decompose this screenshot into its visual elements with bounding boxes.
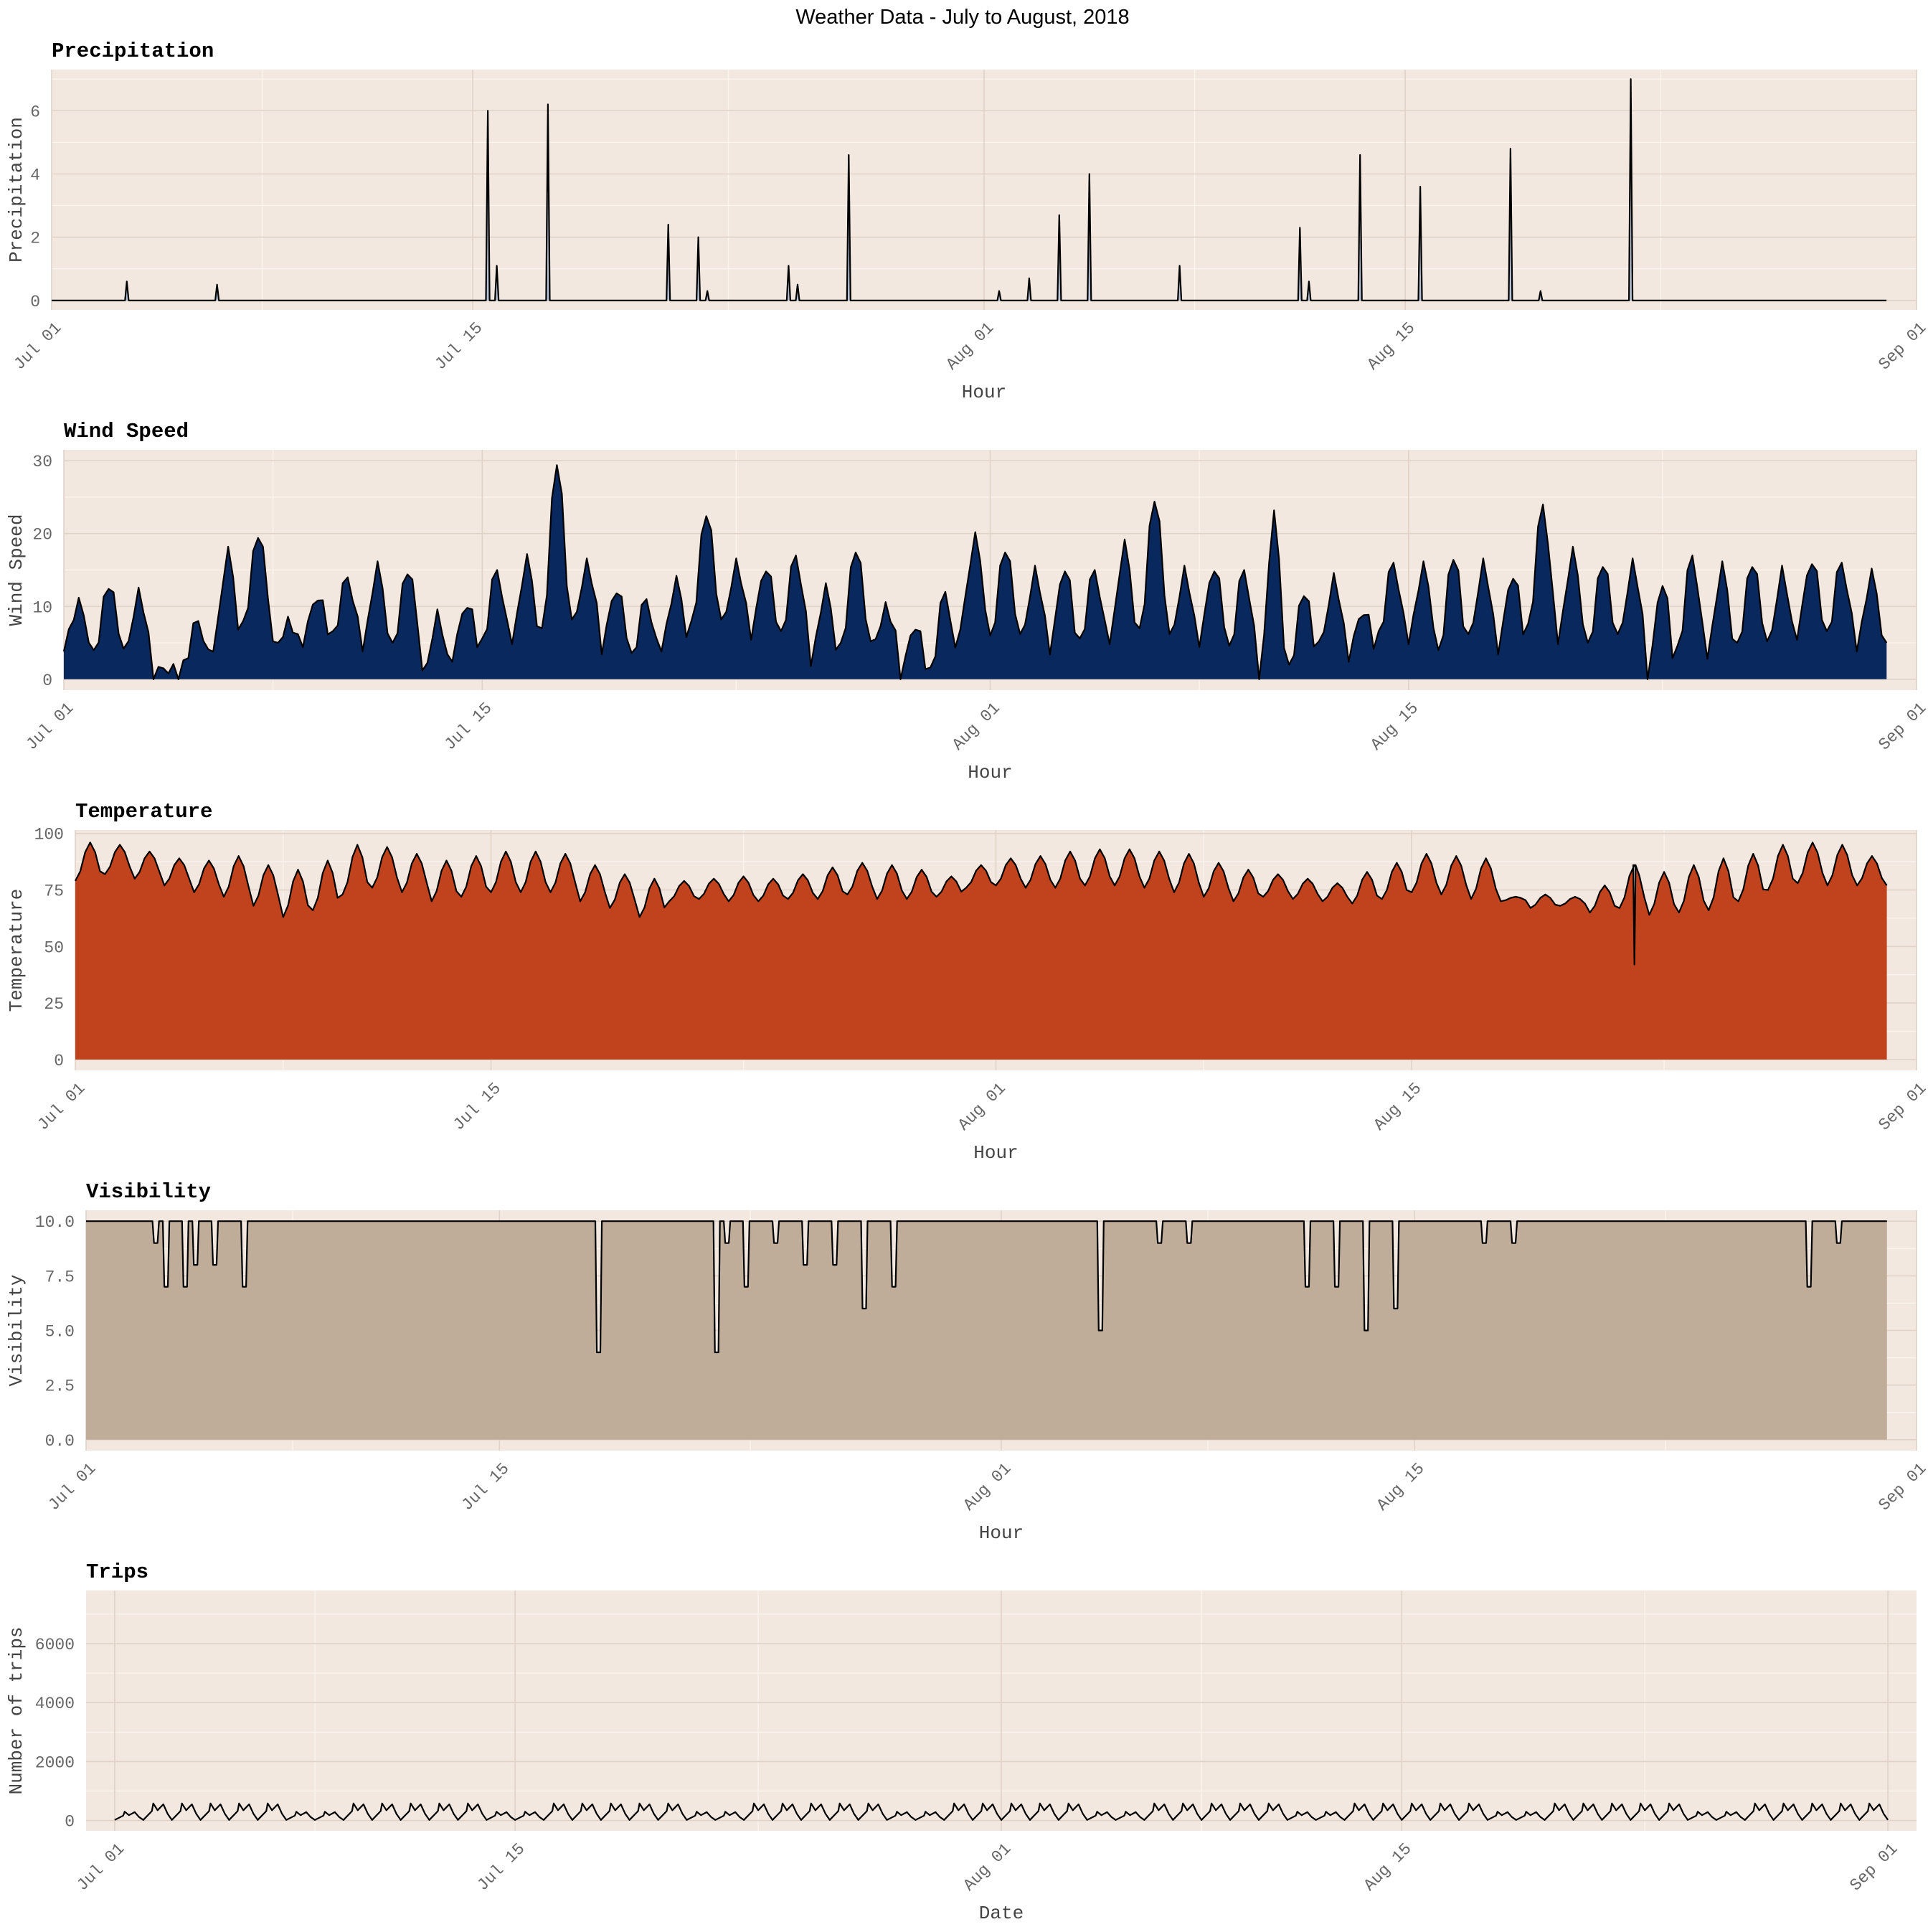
visibility-series-line [86,1220,1887,1354]
trips-x-tick-label: Aug 01 [960,1839,1015,1895]
visibility-y-tick-label: 10.0 [35,1213,75,1232]
temperature-x-tick-label: Jul 15 [450,1079,505,1134]
temperature-y-tick-label: 25 [44,995,64,1014]
temperature-x-tick-label: Aug 01 [955,1079,1010,1134]
visibility-y-tick-label: 5.0 [45,1323,75,1342]
trips-y-tick-label: 0 [65,1813,75,1832]
trips-x-tick-label: Aug 15 [1360,1839,1415,1895]
wind-y-tick-label: 30 [32,453,52,471]
visibility-x-tick-label: Aug 15 [1373,1459,1428,1514]
trips-y-tick-label: 2000 [35,1753,75,1772]
trips-y-axis-title: Number of trips [6,1626,27,1794]
wind-y-tick-label: 0 [42,672,52,690]
visibility-x-tick-label: Sep 01 [1875,1459,1928,1514]
visibility-panel-title: Visibility [86,1180,211,1204]
precipitation-x-tick-label: Aug 15 [1364,319,1419,374]
precipitation-panel-title: Precipitation [52,39,214,63]
wind-x-tick-label: Aug 01 [949,699,1004,754]
precipitation-x-tick-label: Aug 01 [942,319,998,374]
precipitation-y-axis-title: Precipitation [6,117,27,263]
wind-area [64,465,1887,679]
temperature-series-line [75,842,1888,966]
temperature-y-tick-label: 100 [34,826,64,844]
precipitation-panel: 0 2 4 6 Jul 01 Jul 15 Aug 01 Aug 15 Sep 01 Hour Pr… [6,39,1928,403]
precipitation-series-line [52,78,1887,301]
trips-panel: 0 2000 4000 6000 Jul 01 Jul 15 Aug 01 Aug 15 Sep… [6,1560,1917,1924]
wind-x-tick-label: Aug 15 [1367,699,1422,754]
temperature-y-axis-title: Temperature [6,889,27,1012]
visibility-x-axis-title: Hour [979,1522,1024,1544]
temperature-panel: 0 25 50 75 100 Jul 01 Jul 15 Aug 01 Aug 15 Sep 01… [6,800,1928,1164]
temperature-panel-title: Temperature [75,800,212,824]
visibility-panel: 0.0 2.5 5.0 7.5 10.0 Jul 01 Jul 15 Aug 01 Aug 15… [6,1180,1928,1544]
wind-y-tick-label: 20 [32,526,52,545]
wind-panel: 0 10 20 30 Jul 01 Jul 15 Aug 01 Aug 15 Sep 01 Hou… [6,420,1928,783]
precipitation-y-tick-label: 0 [30,293,40,311]
precipitation-x-tick-label: Jul 15 [431,319,486,374]
visibility-y-tick-label: 0.0 [45,1432,75,1451]
wind-series-line [62,464,1888,680]
precipitation-y-tick-label: 6 [30,103,40,121]
precipitation-y-tick-label: 4 [30,166,40,185]
wind-y-tick-label: 10 [32,598,52,617]
precipitation-x-tick-label: Sep 01 [1875,319,1928,374]
trips-y-tick-label: 4000 [35,1695,75,1713]
visibility-y-tick-label: 7.5 [45,1268,75,1286]
temperature-area [75,842,1887,1060]
temperature-y-tick-label: 50 [44,938,64,957]
temperature-x-tick-label: Jul 01 [34,1079,89,1134]
trips-x-tick-label: Jul 01 [73,1839,128,1895]
trips-x-axis-title: Date [979,1903,1024,1924]
wind-x-tick-label: Sep 01 [1875,699,1928,754]
precipitation-x-axis-title: Hour [962,382,1006,403]
visibility-area [86,1221,1887,1440]
temperature-y-tick-label: 75 [44,882,64,901]
temperature-x-tick-label: Aug 15 [1370,1079,1425,1134]
trips-x-tick-label: Jul 15 [473,1839,529,1895]
visibility-x-tick-label: Jul 15 [458,1459,513,1514]
wind-x-tick-label: Jul 01 [22,699,77,754]
trips-panel-title: Trips [86,1560,148,1584]
figure-title: Weather Data - July to August, 2018 [795,6,1129,29]
visibility-x-tick-label: Aug 01 [960,1459,1015,1514]
wind-x-tick-label: Jul 15 [440,699,496,754]
trips-y-tick-label: 6000 [35,1636,75,1654]
wind-panel-title: Wind Speed [64,420,189,443]
wind-x-axis-title: Hour [968,762,1012,783]
trips-x-tick-label: Sep 01 [1846,1839,1901,1895]
precipitation-y-tick-label: 2 [30,230,40,248]
trips-series-line [114,1802,1889,1821]
visibility-y-tick-label: 2.5 [45,1377,75,1396]
temperature-x-tick-label: Sep 01 [1875,1079,1928,1134]
temperature-y-tick-label: 0 [54,1052,64,1070]
temperature-x-axis-title: Hour [973,1142,1018,1164]
visibility-x-tick-label: Jul 01 [44,1459,100,1514]
precipitation-x-tick-label: Jul 01 [10,319,65,374]
wind-y-axis-title: Wind Speed [6,514,27,626]
visibility-y-axis-title: Visibility [6,1274,27,1386]
